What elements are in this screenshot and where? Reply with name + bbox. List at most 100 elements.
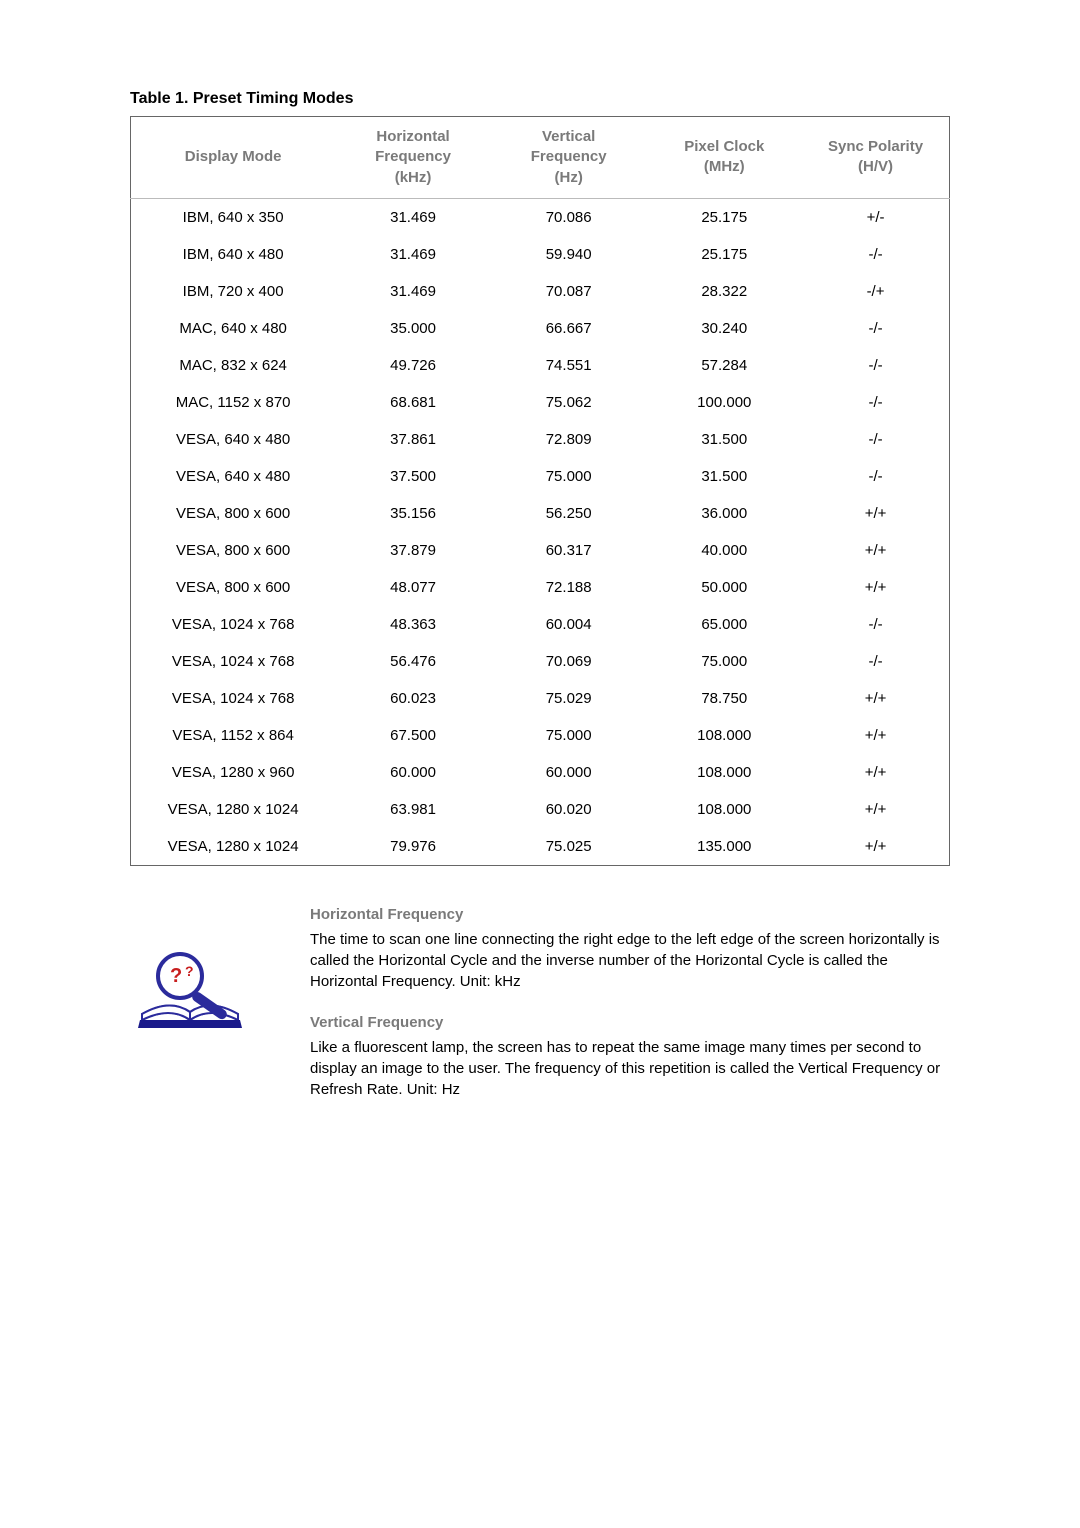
- col-pixel-clock: Pixel Clock(MHz): [646, 117, 802, 199]
- table-cell: -/-: [802, 606, 949, 643]
- table-cell: 48.077: [335, 569, 491, 606]
- table-cell: VESA, 1280 x 1024: [131, 828, 336, 866]
- table-cell: IBM, 640 x 350: [131, 198, 336, 236]
- table-row: VESA, 1024 x 76856.47670.06975.000-/-: [131, 643, 950, 680]
- table-cell: IBM, 640 x 480: [131, 236, 336, 273]
- info-text: Horizontal Frequency The time to scan on…: [310, 906, 950, 1122]
- svg-text:?: ?: [170, 965, 182, 987]
- info-icon-container: ? ?: [130, 906, 310, 1051]
- table-cell: MAC, 1152 x 870: [131, 384, 336, 421]
- table-cell: 31.469: [335, 273, 491, 310]
- table-cell: 60.000: [491, 754, 647, 791]
- table-cell: 48.363: [335, 606, 491, 643]
- col-horizontal-freq: HorizontalFrequency(kHz): [335, 117, 491, 199]
- table-cell: +/+: [802, 791, 949, 828]
- table-cell: VESA, 640 x 480: [131, 421, 336, 458]
- table-row: IBM, 640 x 35031.46970.08625.175+/-: [131, 198, 950, 236]
- table-cell: 35.000: [335, 310, 491, 347]
- table-cell: -/-: [802, 310, 949, 347]
- table-cell: +/+: [802, 754, 949, 791]
- table-cell: 37.861: [335, 421, 491, 458]
- table-cell: VESA, 640 x 480: [131, 458, 336, 495]
- table-cell: VESA, 1024 x 768: [131, 606, 336, 643]
- table-cell: +/+: [802, 532, 949, 569]
- table-cell: VESA, 1024 x 768: [131, 643, 336, 680]
- table-cell: +/+: [802, 828, 949, 866]
- table-cell: 75.062: [491, 384, 647, 421]
- table-row: VESA, 800 x 60048.07772.18850.000+/+: [131, 569, 950, 606]
- table-row: MAC, 1152 x 87068.68175.062100.000-/-: [131, 384, 950, 421]
- table-cell: VESA, 1024 x 768: [131, 680, 336, 717]
- table-cell: 108.000: [646, 754, 802, 791]
- svg-text:?: ?: [185, 963, 194, 979]
- col-display-mode: Display Mode: [131, 117, 336, 199]
- table-cell: 31.500: [646, 458, 802, 495]
- book-magnifier-icon: ? ?: [130, 936, 250, 1046]
- table-cell: IBM, 720 x 400: [131, 273, 336, 310]
- table-cell: 67.500: [335, 717, 491, 754]
- table-cell: MAC, 640 x 480: [131, 310, 336, 347]
- table-row: VESA, 640 x 48037.50075.00031.500-/-: [131, 458, 950, 495]
- table-cell: 78.750: [646, 680, 802, 717]
- table-cell: 63.981: [335, 791, 491, 828]
- horizontal-freq-body: The time to scan one line connecting the…: [310, 929, 950, 992]
- table-cell: 75.025: [491, 828, 647, 866]
- table-cell: 56.476: [335, 643, 491, 680]
- table-cell: 75.000: [646, 643, 802, 680]
- table-cell: 37.879: [335, 532, 491, 569]
- table-cell: -/-: [802, 347, 949, 384]
- table-cell: 31.469: [335, 236, 491, 273]
- table-cell: VESA, 1280 x 1024: [131, 791, 336, 828]
- table-cell: 60.004: [491, 606, 647, 643]
- table-cell: 30.240: [646, 310, 802, 347]
- table-cell: +/+: [802, 680, 949, 717]
- table-row: VESA, 1024 x 76860.02375.02978.750+/+: [131, 680, 950, 717]
- table-cell: VESA, 1152 x 864: [131, 717, 336, 754]
- table-cell: 36.000: [646, 495, 802, 532]
- vertical-freq-body: Like a fluorescent lamp, the screen has …: [310, 1037, 950, 1100]
- table-cell: VESA, 800 x 600: [131, 532, 336, 569]
- table-cell: -/-: [802, 643, 949, 680]
- horizontal-freq-heading: Horizontal Frequency: [310, 906, 950, 923]
- table-cell: 75.000: [491, 717, 647, 754]
- table-cell: 75.029: [491, 680, 647, 717]
- table-row: VESA, 1280 x 96060.00060.000108.000+/+: [131, 754, 950, 791]
- table-cell: 25.175: [646, 198, 802, 236]
- table-row: MAC, 832 x 62449.72674.55157.284-/-: [131, 347, 950, 384]
- table-cell: -/+: [802, 273, 949, 310]
- timing-modes-table: Display Mode HorizontalFrequency(kHz) Ve…: [130, 116, 950, 866]
- table-cell: 60.023: [335, 680, 491, 717]
- table-cell: +/+: [802, 569, 949, 606]
- table-cell: 56.250: [491, 495, 647, 532]
- table-cell: 68.681: [335, 384, 491, 421]
- table-cell: 100.000: [646, 384, 802, 421]
- table-row: VESA, 800 x 60037.87960.31740.000+/+: [131, 532, 950, 569]
- table-row: VESA, 1024 x 76848.36360.00465.000-/-: [131, 606, 950, 643]
- table-cell: 40.000: [646, 532, 802, 569]
- table-cell: 57.284: [646, 347, 802, 384]
- table-cell: 25.175: [646, 236, 802, 273]
- table-cell: 59.940: [491, 236, 647, 273]
- table-row: IBM, 640 x 48031.46959.94025.175-/-: [131, 236, 950, 273]
- table-cell: MAC, 832 x 624: [131, 347, 336, 384]
- table-row: VESA, 1152 x 86467.50075.000108.000+/+: [131, 717, 950, 754]
- table-cell: 75.000: [491, 458, 647, 495]
- table-cell: 37.500: [335, 458, 491, 495]
- table-row: VESA, 640 x 48037.86172.80931.500-/-: [131, 421, 950, 458]
- col-sync-polarity: Sync Polarity(H/V): [802, 117, 949, 199]
- table-row: VESA, 1280 x 102479.97675.025135.000+/+: [131, 828, 950, 866]
- table-cell: 72.809: [491, 421, 647, 458]
- table-cell: 28.322: [646, 273, 802, 310]
- vertical-freq-heading: Vertical Frequency: [310, 1014, 950, 1031]
- table-cell: 135.000: [646, 828, 802, 866]
- table-header-row: Display Mode HorizontalFrequency(kHz) Ve…: [131, 117, 950, 199]
- table-cell: VESA, 800 x 600: [131, 495, 336, 532]
- table-cell: 74.551: [491, 347, 647, 384]
- table-cell: -/-: [802, 384, 949, 421]
- table-row: VESA, 800 x 60035.15656.25036.000+/+: [131, 495, 950, 532]
- table-cell: +/-: [802, 198, 949, 236]
- table-cell: 49.726: [335, 347, 491, 384]
- table-cell: 31.500: [646, 421, 802, 458]
- table-row: IBM, 720 x 40031.46970.08728.322-/+: [131, 273, 950, 310]
- info-block: ? ? Horizontal Frequency The time to sca…: [130, 906, 950, 1122]
